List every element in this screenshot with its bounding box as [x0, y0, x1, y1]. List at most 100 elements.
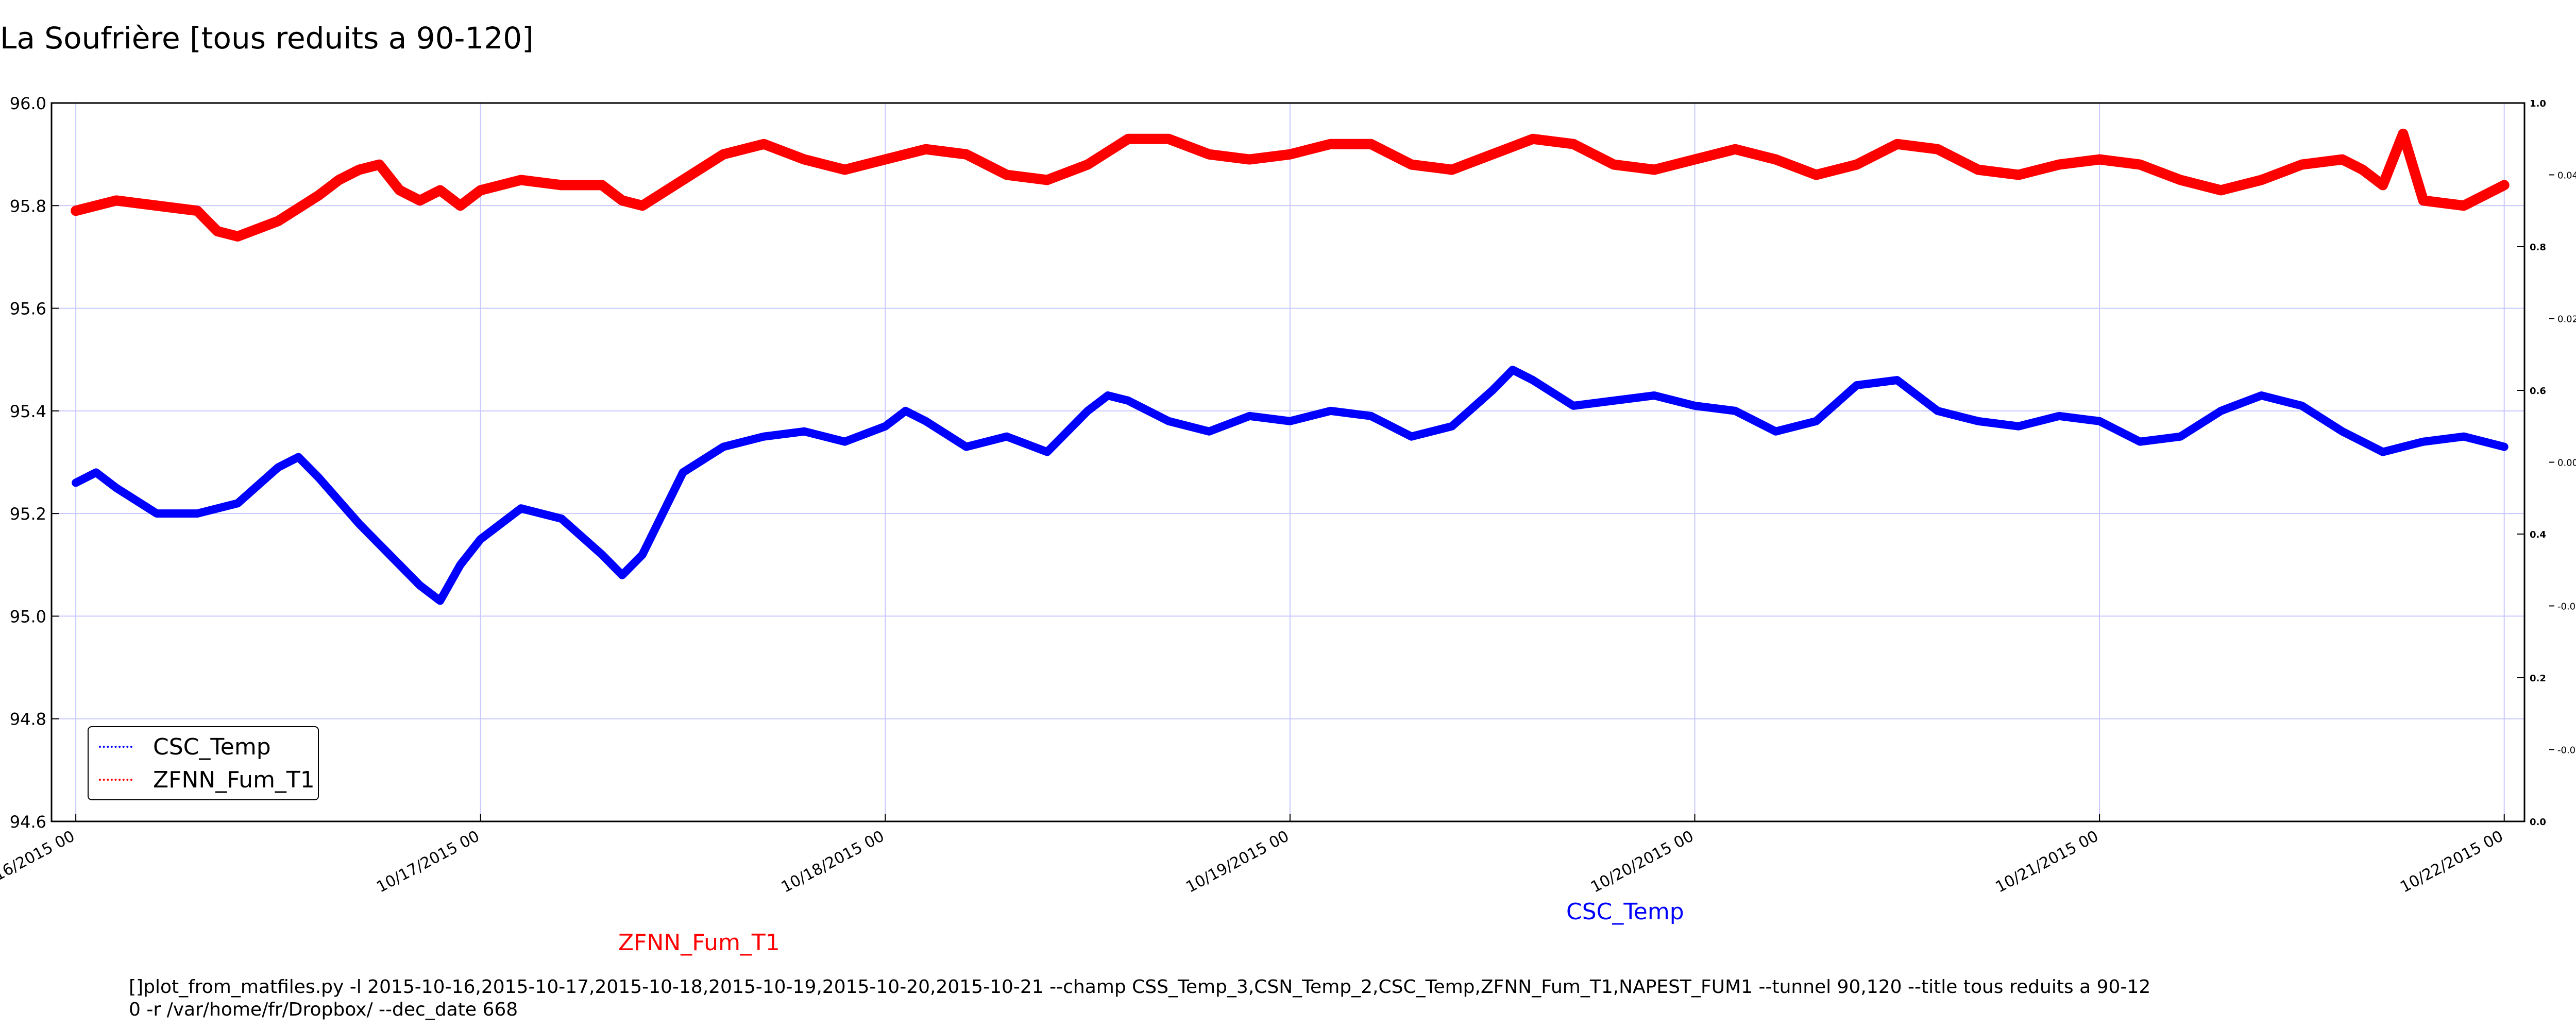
data-point-zfnn-fum-t1 — [438, 188, 442, 192]
plot-frame — [50, 102, 2526, 822]
y-tick-label: 95.8 — [10, 196, 46, 216]
legend-swatch-csc-temp — [99, 746, 132, 748]
x-tick-label: 10/19/2015 00 — [1183, 827, 1292, 896]
data-point-csc-temp — [276, 466, 280, 469]
x-tick-label: 10/20/2015 00 — [1588, 827, 1697, 896]
data-point-zfnn-fum-t1 — [155, 204, 159, 208]
data-point-csc-temp — [1369, 414, 1373, 418]
data-point-zfnn-fum-t1 — [1126, 137, 1130, 141]
data-point-csc-temp — [358, 522, 361, 526]
data-point-csc-temp — [640, 553, 644, 556]
data-point-csc-temp — [2462, 435, 2466, 438]
data-point-csc-temp — [459, 563, 462, 566]
data-point-zfnn-fum-t1 — [2300, 163, 2303, 166]
data-point-csc-temp — [2300, 404, 2303, 407]
data-point-zfnn-fum-t1 — [195, 209, 199, 213]
legend-label-csc-temp: CSC_Temp — [153, 733, 271, 760]
data-point-zfnn-fum-t1 — [2260, 178, 2263, 182]
data-point-zfnn-fum-t1 — [1612, 163, 1616, 166]
data-point-csc-temp — [297, 455, 300, 459]
data-point-zfnn-fum-t1 — [1815, 173, 1818, 177]
y-tick-label: 95.0 — [10, 607, 46, 626]
data-point-zfnn-fum-t1 — [2361, 168, 2364, 171]
data-point-csc-temp — [2098, 419, 2102, 423]
data-point-csc-temp — [1288, 419, 1292, 423]
data-point-csc-temp — [479, 537, 482, 541]
data-point-csc-temp — [519, 507, 523, 510]
data-point-zfnn-fum-t1 — [2098, 158, 2102, 161]
data-point-zfnn-fum-t1 — [276, 219, 280, 223]
data-point-csc-temp — [1490, 389, 1494, 392]
y2-tick-label: 0.4 — [2530, 529, 2546, 540]
data-point-csc-temp — [1936, 409, 1939, 413]
data-point-csc-temp — [1005, 435, 1009, 438]
x-tick-label: 10/22/2015 00 — [2397, 827, 2506, 896]
data-point-csc-temp — [1895, 379, 1899, 382]
command-line-caption: []plot_from_matfiles.py -l 2015-10-16,20… — [129, 976, 2150, 1021]
data-point-zfnn-fum-t1 — [398, 188, 401, 192]
data-point-csc-temp — [1167, 419, 1171, 423]
data-point-csc-temp — [1511, 368, 1515, 372]
series-label-zfnn-fum-t1: ZFNN_Fum_T1 — [618, 930, 780, 956]
data-point-zfnn-fum-t1 — [2017, 173, 2021, 177]
y-tick-label: 95.6 — [10, 299, 46, 319]
data-point-csc-temp — [418, 583, 421, 587]
command-line-1: []plot_from_matfiles.py -l 2015-10-16,20… — [129, 976, 2151, 998]
data-point-zfnn-fum-t1 — [378, 163, 381, 166]
data-point-zfnn-fum-t1 — [459, 204, 462, 208]
data-point-zfnn-fum-t1 — [1774, 158, 1777, 161]
data-point-zfnn-fum-t1 — [2401, 132, 2405, 135]
data-point-zfnn-fum-t1 — [1895, 142, 1899, 146]
data-point-zfnn-fum-t1 — [1734, 147, 1737, 151]
data-point-csc-temp — [1126, 399, 1130, 402]
data-point-csc-temp — [236, 502, 240, 505]
data-point-zfnn-fum-t1 — [2138, 163, 2142, 166]
y-tick-label: 95.2 — [10, 504, 46, 524]
data-point-zfnn-fum-t1 — [114, 199, 118, 202]
y3-tick-label: -0.04 — [2557, 745, 2576, 756]
data-point-zfnn-fum-t1 — [337, 178, 341, 182]
y3-tick-label: -0.02 — [2557, 602, 2576, 612]
data-point-csc-temp — [94, 471, 98, 474]
data-point-csc-temp — [2057, 414, 2061, 418]
data-point-zfnn-fum-t1 — [1248, 158, 1251, 161]
data-point-csc-temp — [1207, 430, 1211, 433]
data-point-csc-temp — [2381, 450, 2385, 454]
data-point-csc-temp — [74, 481, 78, 485]
data-point-zfnn-fum-t1 — [681, 178, 685, 182]
data-point-zfnn-fum-t1 — [236, 235, 240, 238]
data-point-csc-temp — [1329, 409, 1332, 413]
data-point-csc-temp — [1734, 409, 1737, 413]
data-point-csc-temp — [924, 419, 927, 423]
data-point-zfnn-fum-t1 — [358, 168, 361, 171]
data-point-csc-temp — [2502, 445, 2506, 449]
data-point-zfnn-fum-t1 — [1167, 137, 1171, 141]
data-point-zfnn-fum-t1 — [600, 183, 604, 187]
data-point-csc-temp — [1045, 450, 1049, 454]
data-point-zfnn-fum-t1 — [216, 230, 219, 233]
data-point-csc-temp — [1410, 435, 1413, 438]
data-point-zfnn-fum-t1 — [640, 204, 644, 208]
data-point-zfnn-fum-t1 — [1329, 142, 1332, 146]
data-point-csc-temp — [1086, 409, 1090, 413]
data-point-csc-temp — [600, 553, 604, 556]
data-point-csc-temp — [2260, 393, 2263, 397]
y-tick-label: 94.8 — [10, 710, 46, 729]
data-point-csc-temp — [155, 512, 159, 516]
data-point-zfnn-fum-t1 — [762, 142, 766, 146]
y-tick-label: 96.0 — [10, 94, 46, 113]
data-point-zfnn-fum-t1 — [1936, 147, 1939, 151]
data-point-zfnn-fum-t1 — [964, 152, 968, 156]
series-label-csc-temp: CSC_Temp — [1566, 899, 1684, 925]
y2-tick-label: 0.0 — [2530, 817, 2546, 828]
data-point-csc-temp — [2219, 409, 2223, 413]
data-point-csc-temp — [438, 599, 442, 603]
data-point-zfnn-fum-t1 — [620, 199, 624, 202]
data-point-zfnn-fum-t1 — [560, 183, 563, 187]
data-point-csc-temp — [722, 445, 725, 449]
data-point-zfnn-fum-t1 — [2219, 188, 2223, 192]
data-point-csc-temp — [681, 471, 685, 474]
x-tick-label: 10/16/2015 00 — [0, 827, 78, 896]
data-point-zfnn-fum-t1 — [418, 199, 421, 202]
